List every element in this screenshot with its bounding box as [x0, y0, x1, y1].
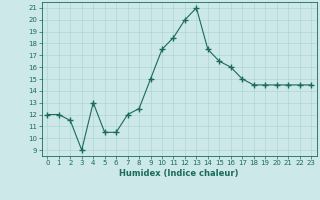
X-axis label: Humidex (Indice chaleur): Humidex (Indice chaleur) [119, 169, 239, 178]
